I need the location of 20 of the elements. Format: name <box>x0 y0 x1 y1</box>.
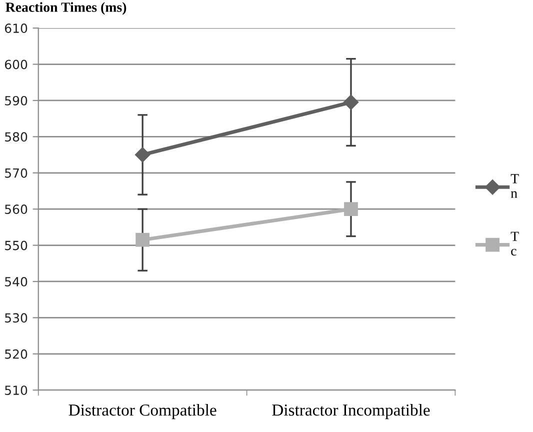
y-tick-label: 550 <box>5 240 28 250</box>
y-tick-label: 610 <box>4 24 28 34</box>
y-tick-label: 520 <box>5 349 28 359</box>
y-tick-label: 540 <box>5 276 28 286</box>
y-tick-label: 570 <box>5 168 28 178</box>
x-tick-label: Distractor Incompatible <box>272 404 430 420</box>
point <box>135 147 150 162</box>
point <box>344 202 358 216</box>
y-tick-label: 530 <box>5 313 28 323</box>
y-tick-label: 510 <box>5 386 28 396</box>
y-tick-label: 590 <box>5 96 28 106</box>
legend-label: T c <box>510 232 519 256</box>
chart-title: Reaction Times (ms) <box>6 2 126 15</box>
x-tick-label: Distractor Compatible <box>68 404 216 420</box>
point <box>136 232 150 247</box>
y-tick-label: 580 <box>5 132 28 142</box>
legend-label: T n <box>510 174 519 198</box>
y-tick-label: 600 <box>4 60 28 70</box>
y-tick-label: 560 <box>5 204 28 214</box>
point <box>343 94 359 110</box>
